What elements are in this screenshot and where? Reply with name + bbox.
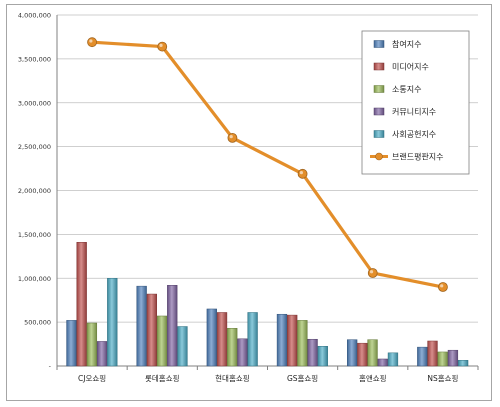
line-point-highlight: [369, 270, 374, 274]
line-point: [367, 268, 378, 278]
x-tick-label: NS홈쇼핑: [427, 373, 458, 383]
bar-5: [387, 352, 399, 367]
bar-2: [216, 312, 228, 367]
x-tick-label: 현대홈쇼핑: [215, 373, 250, 383]
bar-1: [206, 308, 217, 367]
bar-4: [377, 358, 388, 367]
bar-4: [447, 349, 459, 367]
bar-1: [417, 346, 428, 367]
bar-2: [146, 293, 157, 367]
bar-5: [247, 312, 258, 367]
line-point-highlight: [229, 135, 233, 139]
line-point-highlight: [299, 171, 303, 175]
bar-3: [86, 322, 98, 367]
legend-marker: [375, 152, 383, 161]
bar-2: [287, 314, 298, 367]
legend-label: 소통지수: [392, 85, 421, 94]
line-point: [438, 282, 448, 292]
y-tick-label: 500,000: [24, 319, 51, 327]
x-tick-label: 롯데홈쇼핑: [145, 373, 180, 383]
bar-1: [276, 313, 288, 367]
bar-4: [237, 338, 248, 367]
legend-swatch: [373, 40, 385, 48]
y-tick-label: 1,000,000: [18, 275, 51, 283]
bar-1: [347, 339, 358, 367]
x-tick-label: 홈앤쇼핑: [359, 373, 387, 383]
bar-5: [317, 346, 328, 367]
legend-label: 커뮤니티지수: [392, 107, 436, 117]
line-point: [87, 37, 97, 48]
bar-1: [136, 285, 147, 367]
y-tick-label: 2,500,000: [18, 143, 51, 151]
line-point-highlight: [89, 39, 93, 43]
legend-label: 참여지수: [392, 39, 421, 49]
legend-swatch: [373, 107, 385, 116]
legend-label: 미디어지수: [392, 62, 429, 72]
bar-5: [107, 278, 118, 367]
line-point: [227, 132, 238, 143]
x-tick-label: GS홈쇼핑: [287, 373, 318, 383]
line-series: [91, 40, 444, 289]
bar-3: [227, 328, 238, 367]
bar-5: [177, 326, 188, 367]
legend-swatch: [373, 62, 385, 71]
legend-swatch: [373, 130, 385, 138]
y-tick-label: 1,500,000: [18, 231, 51, 239]
bar-1: [66, 320, 77, 367]
legend-swatch: [373, 85, 385, 93]
bar-2: [357, 342, 368, 367]
bar-4: [307, 338, 318, 367]
bar-4: [167, 285, 178, 367]
legend-label: 브랜드평판지수: [392, 152, 444, 162]
y-tick-label: 2,000,000: [18, 187, 51, 195]
bar-5: [457, 360, 469, 367]
y-tick-label: -: [49, 363, 52, 371]
bar-3: [437, 351, 448, 367]
legend-label: 사회공헌지수: [392, 130, 436, 139]
y-tick-label: 3,000,000: [18, 99, 51, 107]
bar-3: [297, 320, 308, 367]
bar-2: [76, 242, 87, 367]
bar-3: [156, 315, 168, 367]
bar-2: [427, 340, 438, 367]
legend-box: [361, 30, 470, 175]
line-point: [157, 41, 168, 52]
line-point: [297, 168, 308, 179]
x-tick-label: CJ오쇼핑: [78, 373, 106, 383]
y-tick-label: 3,500,000: [18, 55, 51, 63]
bar-4: [96, 341, 108, 367]
line-point-highlight: [159, 43, 163, 47]
line-point-highlight: [440, 284, 444, 288]
bar-3: [367, 339, 378, 367]
y-tick-label: 4,000,000: [18, 12, 51, 20]
